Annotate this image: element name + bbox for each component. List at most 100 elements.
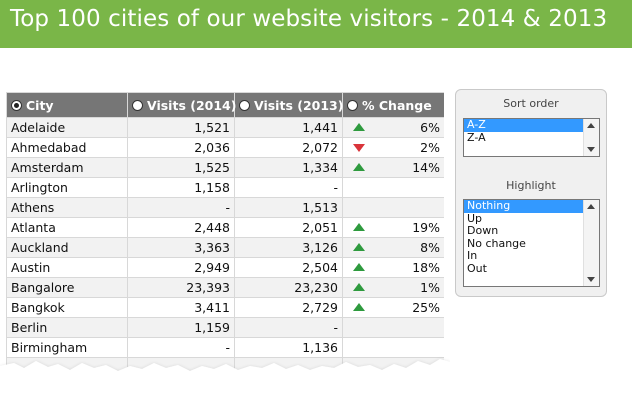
scroll-up-icon[interactable]: [587, 123, 595, 128]
controls-panel: Sort order A-Z Z-A Highlight Nothing Up Dow…: [455, 89, 607, 297]
visits-2013-cell: 23,230: [234, 277, 343, 298]
torn-paper-edge: [0, 359, 450, 412]
change-cell: [342, 177, 444, 198]
change-cell: [342, 317, 444, 338]
visits-2014-cell: -: [127, 197, 235, 218]
listbox-option[interactable]: In: [467, 249, 478, 262]
visits-2013-cell: -: [234, 317, 343, 338]
city-cell: Bangkok: [6, 297, 128, 318]
visits-2014-cell: 1,159: [127, 317, 235, 338]
visits-2013-cell: 1,513: [234, 197, 343, 218]
city-cell: Bangalore: [6, 277, 128, 298]
change-value: 6%: [420, 120, 440, 135]
table-row: Adelaide 1,521 1,441 6%: [6, 117, 444, 138]
change-cell: 2%: [342, 137, 444, 158]
scroll-up-icon[interactable]: [587, 204, 595, 209]
city-cell: Birmingham: [6, 337, 128, 358]
listbox-option[interactable]: Nothing: [464, 200, 583, 213]
page-title: Top 100 cities of our website visitors -…: [10, 6, 608, 32]
visits-2013-cell: 2,051: [234, 217, 343, 238]
up-arrow-icon: [353, 123, 365, 131]
table-row: Atlanta 2,448 2,051 19%: [6, 217, 444, 238]
visits-2013-cell: 1,334: [234, 157, 343, 178]
visits-2014-cell: 3,363: [127, 237, 235, 258]
change-cell: [342, 197, 444, 218]
change-value: 8%: [420, 240, 440, 255]
change-value: 1%: [420, 280, 440, 295]
table-row: Bangkok 3,411 2,729 25%: [6, 297, 444, 318]
table-row: Ahmedabad 2,036 2,072 2%: [6, 137, 444, 158]
listbox-option[interactable]: A-Z: [464, 119, 583, 132]
column-header-city[interactable]: City: [6, 92, 128, 118]
table-row: Arlington 1,158-: [6, 177, 444, 198]
city-cell: Auckland: [6, 237, 128, 258]
column-header-label: % Change: [362, 97, 432, 113]
sort-radio-icon[interactable]: [132, 99, 143, 111]
sort-order-label: Sort order: [503, 97, 559, 110]
sort-radio-icon[interactable]: [347, 99, 358, 111]
change-cell: 8%: [342, 237, 444, 258]
listbox-option[interactable]: Z-A: [467, 130, 486, 144]
scroll-down-icon[interactable]: [587, 147, 595, 152]
sort-order-scrollbar[interactable]: [583, 119, 599, 156]
visits-2014-cell: 3,411: [127, 297, 235, 318]
visits-2013-cell: 2,504: [234, 257, 343, 278]
up-arrow-icon: [353, 163, 365, 171]
visits-2014-cell: 23,393: [127, 277, 235, 298]
change-cell: 25%: [342, 297, 444, 318]
table-row: Amsterdam 1,525 1,334 14%: [6, 157, 444, 178]
listbox-option[interactable]: Up: [467, 211, 483, 225]
column-header-label: Visits (2014): [147, 97, 237, 113]
visits-2014-cell: 1,525: [127, 157, 235, 178]
city-cell: Athens: [6, 197, 128, 218]
sort-radio-icon[interactable]: [11, 99, 22, 111]
column-header-change[interactable]: % Change: [342, 92, 444, 118]
change-value: 25%: [412, 300, 440, 315]
visits-2014-cell: 1,158: [127, 177, 235, 198]
city-cell: Arlington: [6, 177, 128, 198]
city-visits-table: City Visits (2014) Visits (2013) % Chang…: [6, 92, 444, 378]
city-table-container: City Visits (2014) Visits (2013) % Chang…: [6, 92, 444, 382]
visits-2014-cell: 2,036: [127, 137, 235, 158]
up-arrow-icon: [353, 283, 365, 291]
table-row: Auckland 3,363 3,126 8%: [6, 237, 444, 258]
up-arrow-icon: [353, 223, 365, 231]
up-arrow-icon: [353, 263, 365, 271]
change-cell: 6%: [342, 117, 444, 138]
visits-2014-cell: 2,448: [127, 217, 235, 238]
table-row: Austin 2,949 2,504 18%: [6, 257, 444, 278]
listbox-option[interactable]: Out: [467, 261, 487, 275]
highlight-label: Highlight: [506, 179, 556, 192]
up-arrow-icon: [353, 243, 365, 251]
city-cell: Adelaide: [6, 117, 128, 138]
visits-2014-cell: -: [127, 337, 235, 358]
visits-2013-cell: -: [234, 177, 343, 198]
table-row: Athens -1,513: [6, 197, 444, 218]
city-cell: Ahmedabad: [6, 137, 128, 158]
change-cell: 19%: [342, 217, 444, 238]
sort-radio-icon[interactable]: [239, 99, 250, 111]
visits-2013-cell: 3,126: [234, 237, 343, 258]
city-cell: Austin: [6, 257, 128, 278]
city-cell: Atlanta: [6, 217, 128, 238]
listbox-option[interactable]: Down: [467, 224, 499, 237]
scroll-down-icon[interactable]: [587, 277, 595, 282]
column-header-label: City: [26, 97, 54, 113]
column-header-visits-2014[interactable]: Visits (2014): [127, 92, 237, 118]
sort-order-listbox[interactable]: A-Z Z-A: [463, 118, 600, 157]
visits-2013-cell: 1,441: [234, 117, 343, 138]
up-arrow-icon: [353, 303, 365, 311]
table-row: Berlin 1,159-: [6, 317, 444, 338]
down-arrow-icon: [353, 144, 365, 152]
highlight-listbox[interactable]: Nothing Up Down No change In Out: [463, 199, 600, 287]
city-cell: Berlin: [6, 317, 128, 338]
visits-2013-cell: 2,072: [234, 137, 343, 158]
highlight-scrollbar[interactable]: [583, 200, 599, 286]
change-cell: 18%: [342, 257, 444, 278]
listbox-option[interactable]: No change: [467, 236, 526, 250]
visits-2014-cell: 1,521: [127, 117, 235, 138]
column-header-label: Visits (2013): [254, 97, 344, 113]
column-header-visits-2013[interactable]: Visits (2013): [234, 92, 344, 118]
change-value: 18%: [412, 260, 440, 275]
change-cell: 14%: [342, 157, 444, 178]
